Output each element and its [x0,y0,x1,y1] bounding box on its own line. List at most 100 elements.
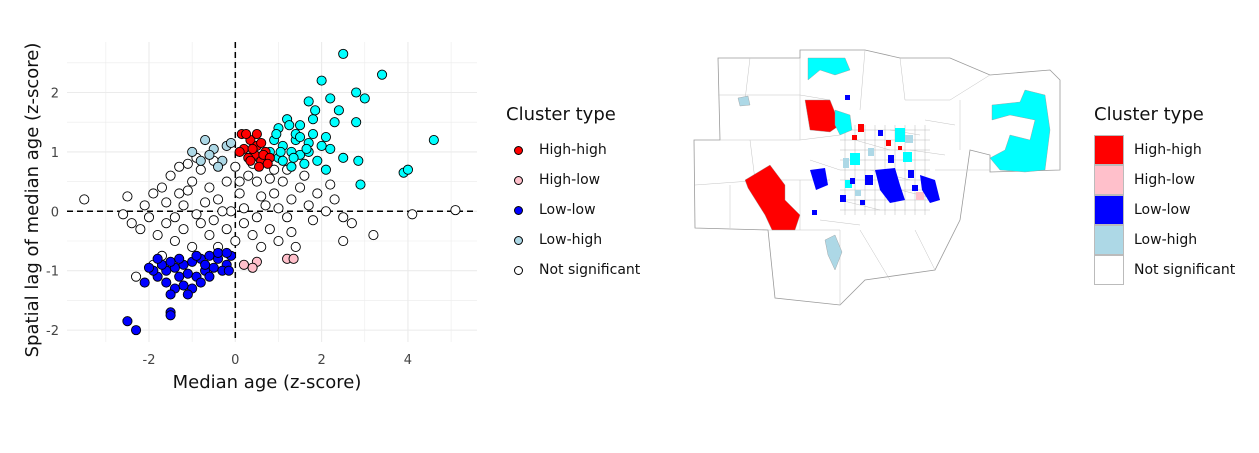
series-high-low [238,253,299,273]
data-point [195,218,206,229]
data-point [230,235,241,247]
data-point [234,146,245,157]
y-tick-label: 0 [51,205,59,220]
legend-label: High-high [539,142,607,158]
data-point [310,105,321,116]
data-point [282,212,293,223]
legend-point-marker [514,145,523,155]
data-point [178,224,189,235]
data-point [377,69,388,80]
data-point [251,176,262,187]
data-point [346,218,357,229]
data-point [135,224,146,235]
scatter-legend-item: Not significant [506,255,640,285]
data-point [200,134,211,146]
data-point [247,143,258,154]
data-point [143,262,155,273]
data-point [288,253,299,264]
data-point [273,203,284,214]
data-point [353,155,364,166]
data-point [221,176,232,187]
data-point [299,158,310,169]
legend-color-swatch [1094,255,1124,285]
data-point [251,212,262,223]
data-point [213,194,224,205]
scatter-legend-title: Cluster type [506,104,616,125]
data-point [225,137,237,149]
data-point [187,241,198,253]
legend-color-swatch [1094,165,1124,195]
data-point [325,143,336,154]
legend-label: Low-high [539,232,603,248]
data-point [251,129,262,140]
data-point [174,161,185,172]
data-point [299,170,310,181]
data-point [178,280,189,291]
data-point [161,197,172,208]
legend-color-swatch [1094,225,1124,255]
data-point [243,170,254,181]
data-point [368,230,379,241]
data-point [139,200,150,211]
data-point [312,155,323,166]
data-point [200,259,211,270]
data-point [359,93,370,104]
data-point [178,200,189,211]
data-point [238,259,249,270]
data-point [277,176,288,187]
data-point [234,176,245,187]
data-point [303,96,314,107]
scatter-legend-item: Low-high [506,225,640,255]
scatter-legend-item: High-low [506,165,640,195]
data-point [223,265,234,276]
x-tick-label: -2 [143,353,156,368]
legend-label: Low-high [1134,232,1198,248]
data-point [182,289,193,300]
legend-point-marker [514,235,523,245]
map-legend-title: Cluster type [1094,104,1204,125]
data-point [169,212,180,223]
data-point [165,289,176,300]
series-high-high [234,129,275,172]
data-point [295,182,306,193]
y-tick-label: 1 [51,146,59,161]
data-point [165,256,176,267]
data-point [161,218,172,229]
data-point [316,75,327,86]
data-point [238,203,249,214]
data-point [139,277,150,288]
data-point [325,179,336,190]
x-tick-label: 4 [404,353,412,368]
y-axis-label: Spatial lag of median age (z-score) [22,43,43,358]
data-point [264,224,275,235]
legend-label: Not significant [1134,262,1236,278]
data-point [187,146,198,157]
data-point [307,215,319,226]
legend-point-marker [514,175,523,185]
data-point [234,188,245,199]
legend-label: Not significant [539,262,641,278]
data-point [325,93,336,104]
data-point [245,155,256,166]
data-point [195,164,206,175]
data-point [165,310,176,321]
data-point [174,253,185,264]
series-low-high [187,134,237,172]
data-point [256,241,267,253]
data-point [256,191,267,202]
data-point [329,194,340,205]
data-point [450,205,461,216]
data-point [275,146,286,157]
data-point [312,188,323,199]
legend-label: Low-low [539,202,596,218]
data-point [182,268,193,279]
data-point [271,129,282,140]
data-point [269,188,280,199]
data-point [260,200,271,211]
data-point [79,194,90,205]
data-point [338,48,349,59]
data-point [295,131,306,143]
data-point [182,185,193,196]
data-point [191,250,202,261]
map-legend-item: Low-high [1094,225,1235,255]
